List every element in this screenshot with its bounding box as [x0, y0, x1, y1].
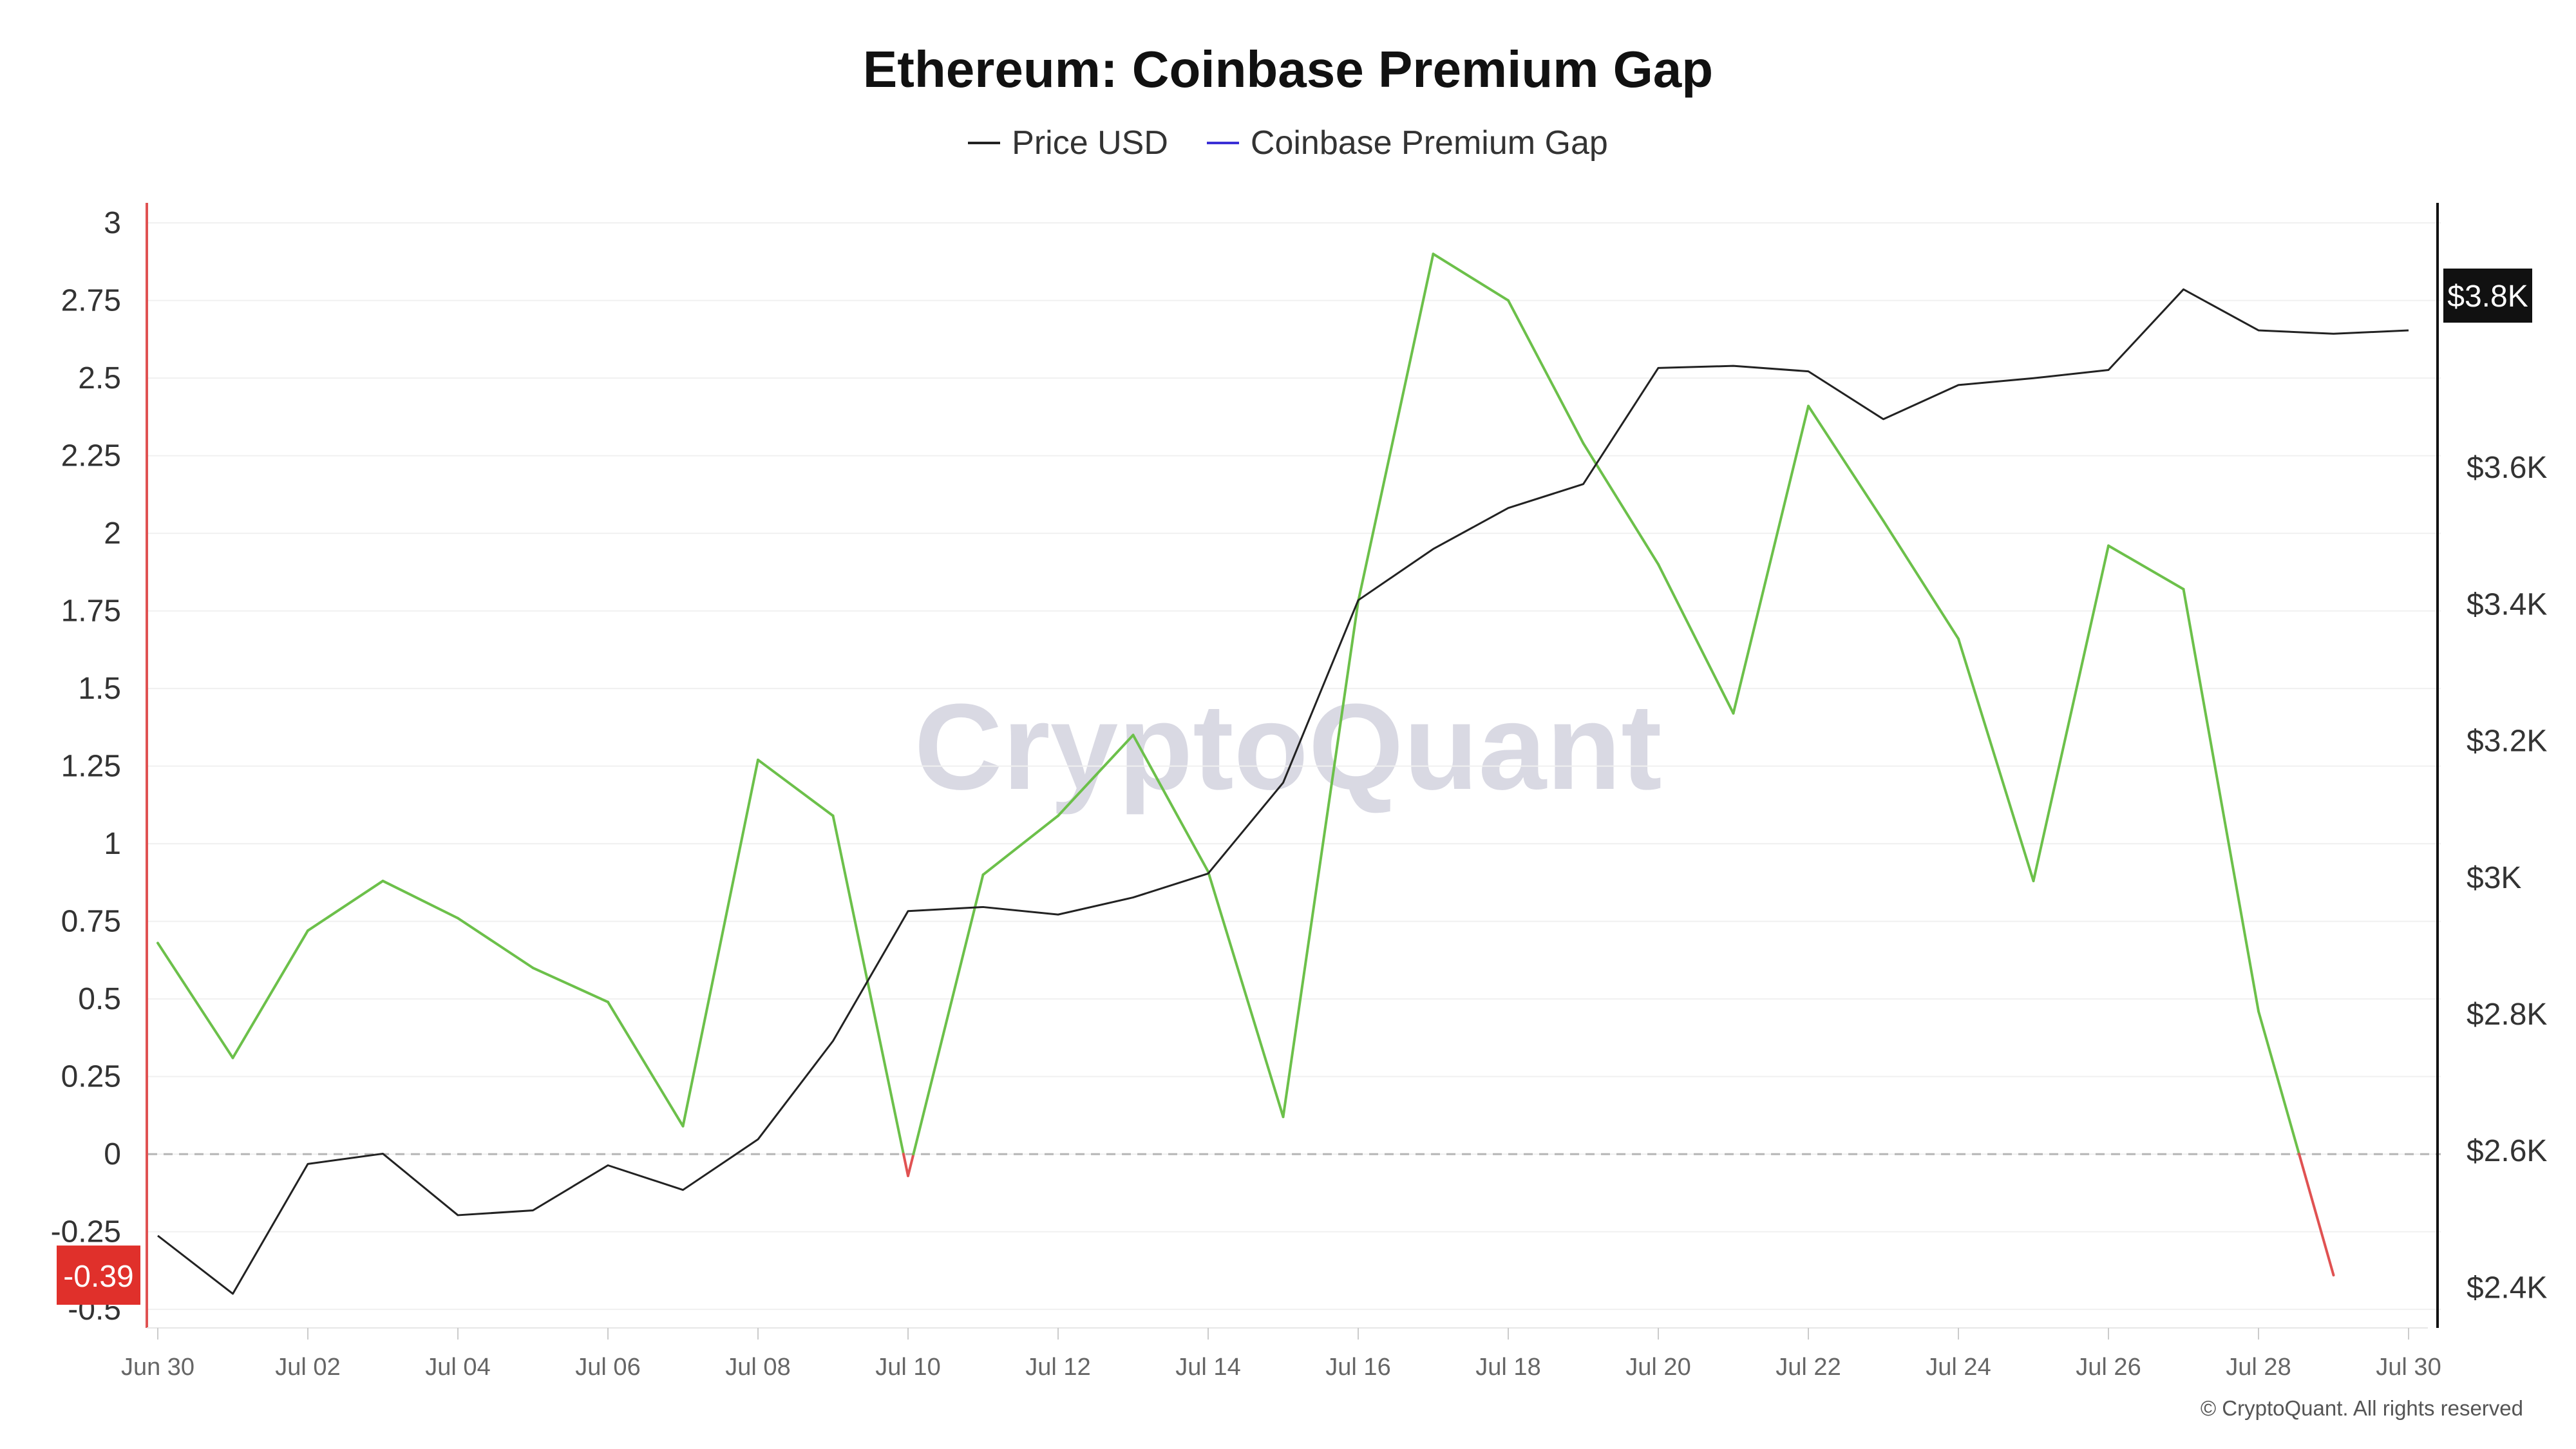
left-axis-tick-label: 2.5 — [78, 361, 121, 395]
premium-gap-segment — [1282, 600, 1359, 1119]
x-axis-tick-label: Jul 30 — [2376, 1354, 2441, 1381]
legend-item-price[interactable]: Price USD — [968, 124, 1168, 162]
premium-gap-segment — [907, 1153, 915, 1177]
premium-gap-segment — [1957, 637, 2035, 882]
x-axis-tick-label: Jun 30 — [121, 1354, 194, 1381]
left-axis-tick-label: 1.5 — [78, 672, 121, 706]
x-axis-tick-label: Jul 22 — [1776, 1354, 1841, 1381]
legend: Price USD Coinbase Premium Gap — [0, 124, 2576, 162]
premium-gap-segment — [681, 758, 759, 1128]
x-axis-tick-label: Jul 02 — [275, 1354, 340, 1381]
premium-gap-segment — [307, 879, 384, 933]
chart-title: Ethereum: Coinbase Premium Gap — [862, 41, 1714, 98]
x-axis-tick-label: Jul 18 — [1475, 1354, 1540, 1381]
left-axis-tick-label: 1.25 — [61, 750, 121, 784]
label-layer: -0.39 $3.8K — [57, 269, 2532, 1305]
premium-gap-segment — [981, 814, 1059, 876]
left-axis-tick-label: 0.5 — [78, 982, 121, 1016]
premium-gap-segment — [2298, 1153, 2335, 1277]
axis-layer: 32.752.52.2521.751.51.2510.750.50.250-0.… — [51, 203, 2547, 1381]
x-axis-tick-label: Jul 10 — [875, 1354, 940, 1381]
premium-gap-segment — [1057, 734, 1135, 817]
left-axis-tick-label: 2 — [104, 516, 121, 551]
legend-label-price: Price USD — [1012, 124, 1168, 162]
right-axis-tick-label: $2.4K — [2467, 1271, 2547, 1305]
x-axis-tick-label: Jul 14 — [1175, 1354, 1240, 1381]
x-axis-tick-label: Jul 24 — [1926, 1354, 1991, 1381]
x-axis-tick-label: Jul 06 — [575, 1354, 640, 1381]
premium-gap-segment — [156, 942, 234, 1059]
premium-gap-segment — [381, 879, 459, 920]
left-axis-tick-label: 1.75 — [61, 594, 121, 629]
left-axis-tick-label: 0 — [104, 1137, 121, 1171]
premium-gap-segment — [912, 873, 985, 1156]
current-gap-badge — [57, 1245, 140, 1305]
left-axis-tick-label: 0.25 — [61, 1060, 121, 1094]
premium-gap-segment — [457, 916, 535, 969]
premium-gap-segment — [1582, 442, 1660, 566]
right-axis-tick-label: $2.6K — [2467, 1134, 2547, 1168]
x-axis-tick-label: Jul 16 — [1325, 1354, 1390, 1381]
current-price-badge-label: $3.8K — [2447, 279, 2528, 314]
watermark: CryptoQuant — [914, 679, 1662, 815]
premium-gap-segment — [1807, 404, 1885, 522]
x-axis-tick-label: Jul 28 — [2226, 1354, 2291, 1381]
x-axis-tick-label: Jul 12 — [1025, 1354, 1090, 1381]
current-price-badge — [2443, 269, 2532, 323]
left-axis-tick-label: 1 — [104, 827, 121, 861]
right-axis-tick-label: $3.2K — [2467, 724, 2547, 759]
series-layer — [156, 252, 2409, 1295]
legend-label-premium-gap: Coinbase Premium Gap — [1250, 124, 1608, 162]
right-axis-tick-label: $3.4K — [2467, 587, 2547, 621]
legend-swatch-premium-gap — [1206, 142, 1239, 144]
premium-gap-segment — [1432, 252, 1510, 302]
premium-gap-segment — [607, 1000, 685, 1128]
premium-gap-segment — [2107, 544, 2185, 591]
price-usd-line — [157, 288, 2409, 1295]
x-axis-tick-label: Jul 20 — [1625, 1354, 1690, 1381]
left-axis-tick-label: 0.75 — [61, 905, 121, 939]
premium-gap-segment — [1207, 870, 1285, 1119]
premium-gap-segment — [531, 966, 609, 1003]
premium-gap-segment — [1357, 252, 1435, 603]
right-axis-tick-label: $2.8K — [2467, 998, 2547, 1032]
current-gap-badge-label: -0.39 — [63, 1260, 133, 1294]
premium-gap-segment — [1657, 563, 1735, 715]
right-axis-tick-label: $3K — [2467, 861, 2521, 895]
legend-swatch-price — [968, 142, 1001, 144]
copyright-notice: © CryptoQuant. All rights reserved — [2200, 1396, 2523, 1420]
legend-item-premium-gap[interactable]: Coinbase Premium Gap — [1206, 124, 1608, 162]
x-axis-tick-label: Jul 08 — [725, 1354, 790, 1381]
left-axis-tick-label: 2.25 — [61, 439, 121, 473]
premium-gap-segment — [831, 814, 905, 1156]
premium-gap-segment — [1132, 734, 1209, 873]
right-axis-tick-label: $3.6K — [2467, 451, 2547, 485]
premium-gap-segment — [902, 1153, 909, 1177]
left-axis-tick-label: 2.75 — [61, 284, 121, 318]
x-axis-tick-label: Jul 04 — [425, 1354, 490, 1381]
premium-gap-segment — [757, 758, 835, 817]
premium-gap-segment — [2257, 1010, 2301, 1156]
grid-layer — [148, 222, 2441, 1311]
premium-gap-segment — [2032, 544, 2110, 882]
left-axis-tick-label: 3 — [104, 206, 121, 240]
left-axis-tick-label: -0.25 — [51, 1215, 121, 1249]
premium-gap-segment — [231, 929, 309, 1059]
x-axis-tick-label: Jul 26 — [2076, 1354, 2141, 1381]
premium-gap-segment — [1732, 404, 1810, 715]
premium-gap-segment — [1882, 519, 1960, 640]
premium-gap-segment — [1507, 299, 1585, 445]
premium-gap-segment — [2182, 587, 2260, 1013]
